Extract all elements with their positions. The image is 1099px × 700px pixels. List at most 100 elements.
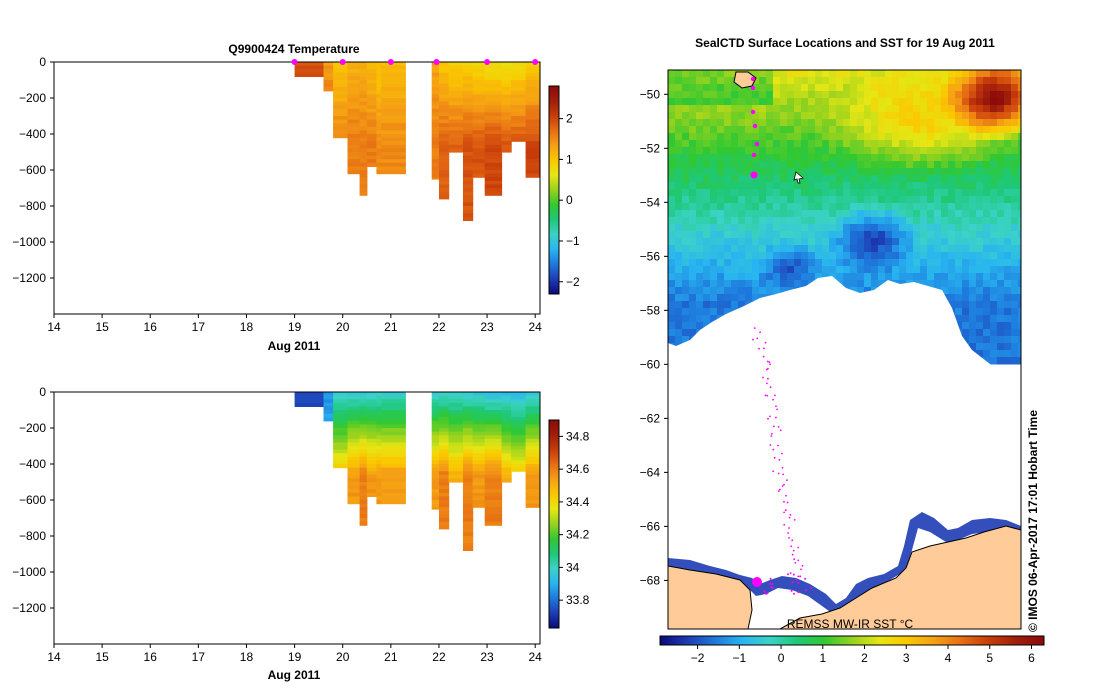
track-point	[789, 514, 792, 516]
sst-cell	[920, 98, 928, 106]
track-point	[797, 546, 800, 549]
sst-cell	[675, 154, 683, 162]
section-cell-p9	[439, 126, 450, 131]
sst-cell	[913, 91, 921, 99]
sst-cell	[962, 182, 970, 190]
section-cell-p6	[376, 464, 382, 469]
sst-cell	[696, 245, 704, 253]
section-cell-p6	[376, 152, 382, 157]
section-cell-p3	[347, 449, 361, 454]
sst-cell	[787, 70, 795, 78]
sst-cell	[1004, 273, 1012, 281]
sst-cell	[941, 77, 949, 85]
sst-cell	[941, 133, 949, 141]
sst-cell	[857, 140, 865, 148]
section-cell-p5	[366, 489, 377, 494]
sst-cell	[913, 224, 921, 232]
section-cell-p0	[294, 62, 325, 67]
y-tick-label: −1200	[12, 271, 46, 285]
sst-cell	[892, 161, 900, 169]
sst-cell	[941, 266, 949, 274]
section-cell-p3	[347, 126, 361, 131]
section-cell-p9	[439, 105, 450, 110]
sst-cell	[682, 252, 690, 260]
section-cell-p2	[333, 392, 349, 397]
sst-cell	[878, 175, 886, 183]
sst-cell	[1004, 308, 1012, 316]
section-cell-p6	[376, 471, 382, 476]
section-cell-p13	[484, 406, 503, 411]
sst-cell	[724, 210, 732, 218]
sst-cell	[682, 182, 690, 190]
section-cell-p8	[431, 130, 440, 135]
sst-cell	[843, 189, 851, 197]
sst-cell	[731, 287, 739, 295]
sst-cell	[829, 238, 837, 246]
sst-colorbar-ticks: −2−10123456307075808590	[691, 645, 1035, 665]
sst-cell	[689, 308, 697, 316]
sst-cell	[962, 294, 970, 302]
section-cell-p13	[484, 191, 503, 196]
sst-cell	[780, 224, 788, 232]
track-point	[790, 589, 793, 592]
section-cell-p9	[439, 521, 450, 526]
sst-cell	[997, 154, 1005, 162]
section-cell-p5	[366, 159, 377, 164]
sst-cell	[745, 182, 753, 190]
section-cell-p4	[359, 482, 368, 487]
sst-cell	[836, 77, 844, 85]
section-cell-p16	[525, 87, 540, 92]
sst-cell	[710, 266, 718, 274]
section-cell-p3	[347, 152, 361, 157]
sst-cell	[878, 210, 886, 218]
sst-cell	[815, 119, 823, 127]
section-cell-p5	[366, 428, 377, 433]
section-cell-p11	[463, 126, 474, 131]
section-cell-p12	[472, 108, 486, 113]
section-cell-p4	[359, 492, 368, 497]
sst-cell	[990, 119, 998, 127]
sst-cell	[955, 322, 963, 330]
section-cell-p10	[448, 428, 464, 433]
sst-cell	[878, 238, 886, 246]
track-point	[777, 444, 779, 447]
sst-cell	[1018, 168, 1021, 176]
section-cell-p13	[484, 170, 503, 175]
section-cell-p15	[511, 424, 527, 429]
section-cell-p5	[366, 162, 377, 167]
sst-cell	[955, 210, 963, 218]
sst-cell	[1011, 98, 1019, 106]
sst-cell	[934, 168, 942, 176]
section-cell-p5	[366, 141, 377, 146]
section-cell-p8	[431, 166, 440, 171]
sst-cell	[976, 322, 984, 330]
sst-cell	[829, 217, 837, 225]
sst-cell	[794, 70, 802, 78]
section-cell-p3	[347, 399, 361, 404]
sst-cell	[1011, 154, 1019, 162]
land-east	[779, 525, 1021, 629]
sst-cell	[997, 182, 1005, 190]
sst-cell	[738, 161, 746, 169]
sst-cell	[878, 98, 886, 106]
section-cell-p9	[439, 191, 450, 196]
section-cell-p14	[501, 148, 512, 153]
section-cell-p14	[501, 410, 512, 415]
section-cell-p16	[525, 399, 540, 404]
section-cell-p0	[294, 69, 325, 74]
sst-cell	[801, 266, 809, 274]
section-cell-p13	[484, 180, 503, 185]
sst-cell	[913, 182, 921, 190]
section-cell-p6	[376, 123, 382, 128]
lat-tick-label: −60	[640, 357, 661, 371]
section-cell-p6	[376, 87, 382, 92]
sst-cell	[822, 154, 830, 162]
temperature-x-axis: 14 15 16 17 18 19 20 21 22 23 24	[47, 314, 542, 334]
section-cell-p12	[472, 435, 486, 440]
section-cell-p10	[448, 112, 464, 117]
sst-cell	[948, 252, 956, 260]
sst-cell	[906, 154, 914, 162]
y-tick-label: −1000	[12, 235, 46, 249]
section-cell-p4	[359, 395, 368, 400]
sst-cell	[773, 105, 781, 113]
